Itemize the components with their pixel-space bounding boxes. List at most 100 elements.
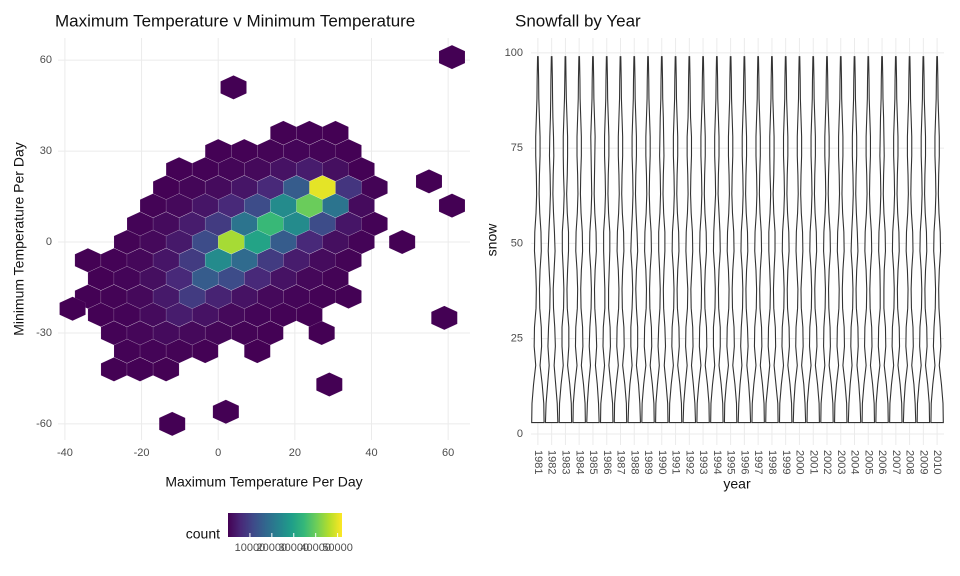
x-tick-label: 1998 <box>766 450 778 474</box>
hex-bin <box>113 302 141 328</box>
x-tick-label: 60 <box>442 447 454 459</box>
x-axis-label: year <box>723 476 751 492</box>
x-tick-label: 2009 <box>917 450 929 474</box>
x-tick-label: 1990 <box>656 450 668 474</box>
hex-bin <box>113 266 141 291</box>
hex-bin <box>139 193 167 218</box>
hex-bin <box>59 296 86 322</box>
violin <box>847 56 862 424</box>
y-tick-label: 100 <box>505 47 523 59</box>
y-tick-label: 0 <box>46 236 52 248</box>
violin <box>765 56 779 424</box>
y-tick-label: 25 <box>511 333 523 345</box>
hex-bin <box>296 120 323 146</box>
hex-bin <box>335 247 362 273</box>
hex-bin <box>270 266 297 291</box>
hex-bin <box>165 266 193 291</box>
plot-layer: -40 -20 0 20 40 60 -60 -30 0 30 60 1000020000300004… <box>36 38 470 554</box>
hex-bin <box>309 284 336 309</box>
hex-bin <box>204 284 232 309</box>
hex-bin <box>270 302 297 328</box>
violin <box>902 56 917 424</box>
hexbin-chart: -40 -20 0 20 40 60 -60 -30 0 30 60 1000020000300004… <box>11 11 470 554</box>
hex-bin <box>165 193 193 218</box>
hex-bin <box>165 229 193 255</box>
hex-bin <box>296 156 323 182</box>
hex-bin <box>257 284 284 309</box>
violin <box>627 56 642 424</box>
violin <box>861 56 876 424</box>
hex-bin <box>217 302 245 328</box>
violin <box>889 56 903 424</box>
hex-bin <box>100 247 128 273</box>
y-tick-label: 60 <box>40 54 52 66</box>
violin <box>544 56 559 424</box>
hex-bin <box>87 302 115 328</box>
hex-bin <box>244 302 271 328</box>
violin <box>710 56 724 424</box>
hex-bin <box>126 284 154 309</box>
hex-bin <box>231 175 258 200</box>
x-tick-label: 1994 <box>711 450 723 474</box>
hex-bin <box>283 247 310 273</box>
hex-bin <box>220 75 247 100</box>
hex-bin <box>100 320 128 346</box>
violin <box>792 56 807 424</box>
hex-bin <box>335 284 362 309</box>
colorbar-tick-label: 10000 <box>235 542 266 554</box>
hex-bin <box>270 193 297 218</box>
x-tick-label: 1995 <box>725 450 737 474</box>
violin <box>806 56 820 424</box>
hex-bin <box>322 120 349 146</box>
hex-bin <box>348 229 375 255</box>
hex-bin <box>361 175 388 200</box>
hex-bin <box>231 138 258 164</box>
x-tick-label: 0 <box>215 447 221 459</box>
hex-bin <box>296 229 323 255</box>
hex-bin <box>139 302 167 328</box>
hex-bin <box>165 156 193 182</box>
y-tick-label: -30 <box>36 327 52 339</box>
hex-bin <box>152 284 180 309</box>
x-tick-label: 1982 <box>546 450 558 474</box>
hex-bin <box>361 211 388 237</box>
hex-bin <box>217 193 245 218</box>
x-tick-label: 1981 <box>532 450 544 474</box>
x-tick-label: 1997 <box>752 450 764 474</box>
hex-bin <box>178 284 206 309</box>
violin <box>723 56 738 424</box>
hex-bin <box>309 247 336 273</box>
x-tick-label: 20 <box>289 447 301 459</box>
violin <box>833 56 848 424</box>
hex-bin <box>335 175 362 200</box>
violin <box>751 56 765 424</box>
y-tick-label: 50 <box>511 237 523 249</box>
hex-bin <box>126 211 154 237</box>
hex-bin <box>283 284 310 309</box>
x-tick-label: 40 <box>365 447 377 459</box>
chart-title: Snowfall by Year <box>515 11 641 30</box>
hex-bin <box>316 372 343 397</box>
hex-bin <box>244 229 271 255</box>
violin <box>655 56 669 424</box>
x-tick-label: 2002 <box>821 450 833 474</box>
x-tick-label: 2000 <box>794 450 806 474</box>
hex-bin <box>296 193 323 218</box>
hex-bin <box>178 211 206 237</box>
x-tick-label: 2001 <box>807 450 819 474</box>
x-tick-label: 2010 <box>931 450 943 474</box>
hex-bin <box>158 411 186 437</box>
hex-bin <box>87 266 115 291</box>
colorbar-tick-label: 40000 <box>300 542 331 554</box>
hex-bin <box>212 399 240 425</box>
hex-bin <box>191 338 219 364</box>
hex-bin <box>191 302 219 328</box>
hex-bin <box>139 338 167 364</box>
hex-bin <box>152 320 180 346</box>
colorbar-tick-label: 50000 <box>322 542 353 554</box>
hex-bin <box>152 357 180 382</box>
colorbar-title: count <box>186 526 220 542</box>
hex-bin <box>309 138 336 164</box>
hex-bin <box>191 229 219 255</box>
x-tick-label: 1984 <box>573 450 585 474</box>
